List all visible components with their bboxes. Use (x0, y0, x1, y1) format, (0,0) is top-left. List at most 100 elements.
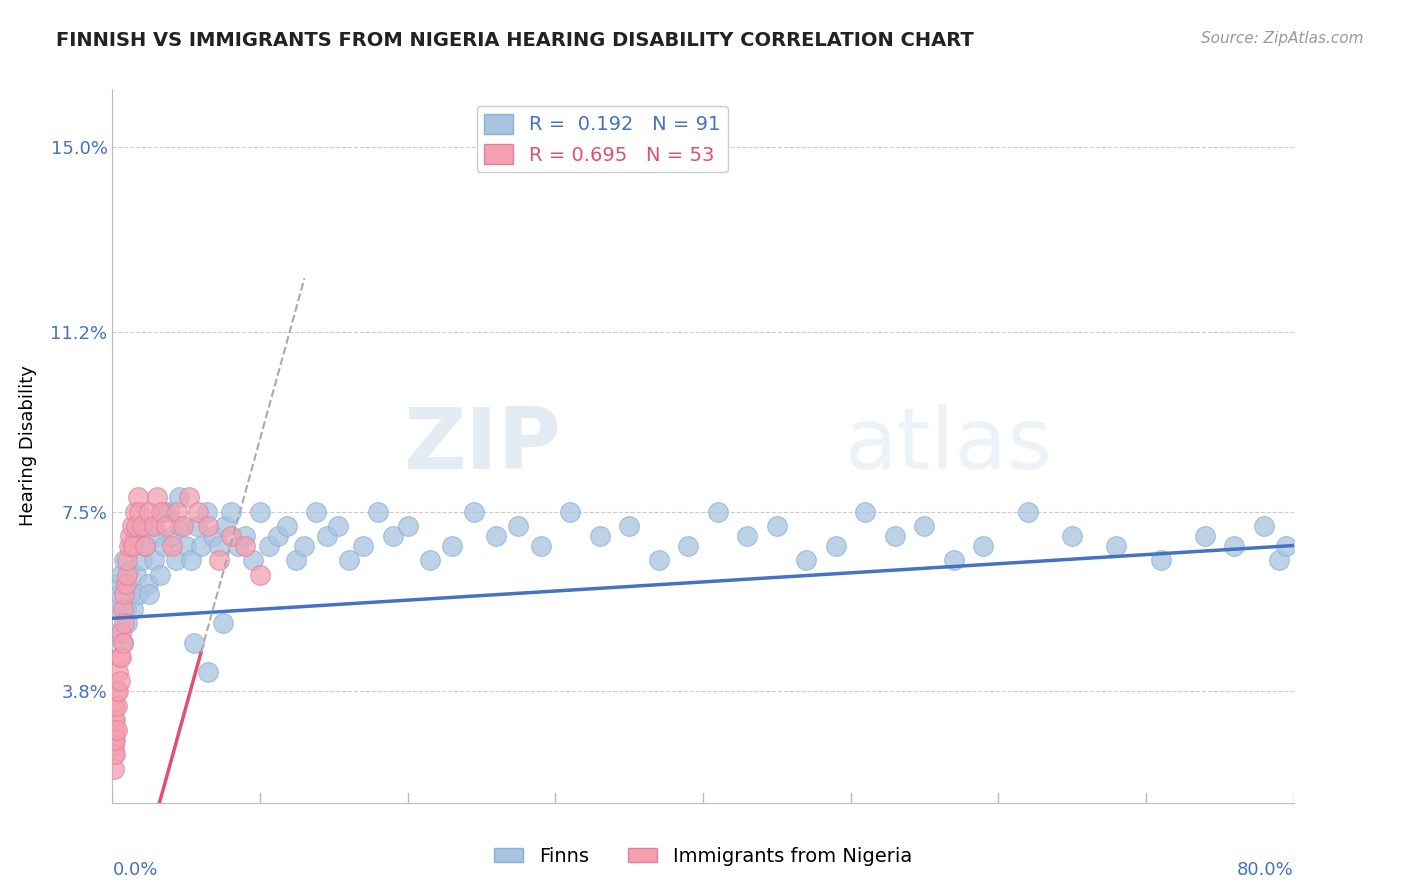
Point (267, 529, 290, 543)
Point (110, 626, 132, 640)
Point (1275, 539, 1298, 553)
Text: atlas: atlas (845, 404, 1053, 488)
Point (165, 553, 187, 567)
Point (105, 698, 128, 713)
Point (118, 563, 141, 577)
Point (111, 601, 134, 615)
Point (104, 732, 127, 747)
Point (104, 601, 127, 615)
Point (121, 519, 143, 533)
Point (942, 553, 965, 567)
Point (103, 698, 125, 713)
Point (1223, 539, 1246, 553)
Point (233, 529, 256, 543)
Point (124, 529, 146, 543)
Point (107, 626, 129, 640)
Point (103, 732, 125, 747)
Point (226, 539, 249, 553)
Point (138, 587, 160, 601)
Point (157, 504, 180, 518)
Point (134, 539, 156, 553)
Point (110, 567, 132, 582)
Point (108, 587, 131, 601)
Point (214, 519, 236, 533)
Point (186, 519, 208, 533)
Point (766, 519, 789, 533)
Point (125, 567, 148, 582)
Point (201, 529, 224, 543)
Point (1062, 529, 1084, 543)
Point (1194, 529, 1216, 543)
Point (441, 539, 464, 553)
Point (122, 601, 145, 615)
Y-axis label: Hearing Disability: Hearing Disability (18, 366, 37, 526)
Point (197, 665, 219, 679)
Point (117, 567, 138, 582)
Point (104, 713, 127, 727)
Point (172, 519, 194, 533)
Point (110, 650, 132, 665)
Point (103, 762, 125, 776)
Point (105, 723, 128, 737)
Point (104, 723, 127, 737)
Point (647, 553, 671, 567)
Point (183, 635, 205, 649)
Point (352, 539, 374, 553)
Point (1105, 539, 1128, 553)
Point (328, 519, 350, 533)
Point (249, 504, 271, 518)
Point (382, 529, 405, 543)
Point (1150, 553, 1173, 567)
Point (153, 539, 176, 553)
Point (233, 539, 256, 553)
Point (588, 529, 610, 543)
Point (142, 553, 165, 567)
Point (824, 539, 846, 553)
Point (855, 504, 877, 518)
Point (139, 519, 162, 533)
Point (128, 504, 150, 518)
Point (111, 635, 134, 649)
Point (112, 587, 135, 601)
Point (107, 684, 129, 698)
Point (167, 490, 190, 504)
Point (292, 539, 315, 553)
Point (160, 539, 183, 553)
Point (619, 519, 641, 533)
Point (104, 698, 127, 713)
Point (105, 684, 128, 698)
Point (884, 529, 907, 543)
Point (197, 519, 219, 533)
Point (1253, 519, 1275, 533)
Point (208, 539, 231, 553)
Point (103, 723, 125, 737)
Point (208, 553, 231, 567)
Point (127, 587, 149, 601)
Point (419, 553, 441, 567)
Point (396, 519, 419, 533)
Point (190, 539, 212, 553)
Point (117, 616, 138, 631)
Point (914, 519, 936, 533)
Point (212, 616, 235, 631)
Point (315, 529, 337, 543)
Point (174, 539, 197, 553)
Point (103, 713, 125, 727)
Point (125, 519, 148, 533)
Point (104, 747, 127, 762)
Point (796, 553, 818, 567)
Point (118, 539, 141, 553)
Point (120, 587, 142, 601)
Point (195, 504, 218, 518)
Point (131, 519, 153, 533)
Point (108, 674, 131, 689)
Text: ZIP: ZIP (404, 404, 561, 488)
Point (124, 504, 146, 518)
Point (219, 529, 242, 543)
Point (146, 529, 169, 543)
Point (122, 539, 145, 553)
Point (105, 577, 128, 591)
Point (249, 567, 271, 582)
Point (155, 519, 177, 533)
Point (150, 504, 173, 518)
